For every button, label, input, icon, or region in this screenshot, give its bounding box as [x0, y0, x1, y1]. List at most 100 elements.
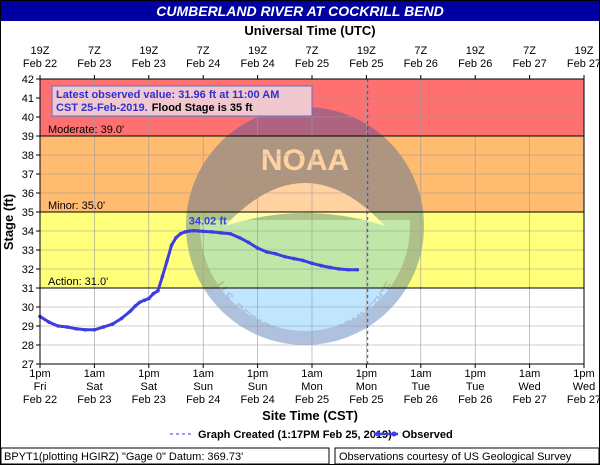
bottom-tick-label: Mon	[356, 381, 377, 393]
observed-point	[74, 327, 79, 331]
latest-value-box-bg	[51, 85, 313, 117]
observed-point	[119, 316, 124, 321]
y-tick-label: 34	[22, 226, 34, 238]
observed-point	[246, 240, 251, 245]
bottom-tick-label: 1pm	[464, 368, 485, 380]
title-bar	[1, 1, 599, 21]
top-tick-label: Feb 23	[77, 58, 111, 70]
y-tick-label: 27	[22, 359, 34, 371]
top-tick-label: Feb 25	[295, 58, 329, 70]
top-tick-label: 19Z	[357, 45, 376, 57]
top-tick-label: 19Z	[248, 45, 267, 57]
bottom-tick-label: Feb 26	[458, 394, 492, 406]
observed-point	[319, 263, 323, 268]
observed-point	[47, 320, 51, 325]
footer-credit-text: Observations courtesy of US Geological S…	[339, 451, 572, 463]
observed-point	[165, 259, 169, 264]
top-tick-label: 7Z	[523, 45, 536, 57]
y-axis-title: Stage (ft)	[1, 194, 16, 250]
observed-point	[219, 231, 224, 235]
bottom-tick-label: Sun	[248, 381, 268, 393]
bottom-tick-label: Wed	[573, 381, 595, 393]
bottom-tick-label: Feb 27	[567, 394, 600, 406]
observed-point	[255, 246, 260, 250]
bottom-tick-label: Fri	[34, 381, 47, 393]
y-tick-label: 28	[22, 340, 34, 352]
top-axis-title: Universal Time (UTC)	[244, 23, 375, 38]
bottom-tick-label: Sat	[86, 381, 103, 393]
y-tick-label: 29	[22, 321, 34, 333]
top-tick-label: 7Z	[306, 45, 319, 57]
legend: Graph Created (1:17PM Feb 25, 2019) Obse…	[170, 429, 453, 441]
bottom-tick-label: Feb 25	[295, 394, 329, 406]
bottom-tick-label: Tue	[466, 381, 485, 393]
top-tick-label: 19Z	[139, 45, 158, 57]
y-tick-label: 35	[22, 207, 34, 219]
legend-observed-dot	[391, 431, 397, 437]
peak-annotation: 34.02 ft	[189, 216, 227, 228]
bottom-tick-label: Tue	[412, 381, 431, 393]
y-tick-label: 38	[22, 150, 34, 162]
bottom-tick-label: Feb 23	[77, 394, 111, 406]
observed-point	[128, 309, 133, 313]
y-tick-label: 30	[22, 302, 34, 314]
bottom-tick-label: Feb 25	[349, 394, 383, 406]
top-tick-label: Feb 22	[23, 58, 57, 70]
bottom-tick-label: Mon	[301, 381, 322, 393]
observed-point	[183, 230, 187, 234]
observed-point	[337, 267, 342, 271]
bottom-tick-label: 1pm	[356, 368, 377, 380]
observed-point	[210, 230, 215, 234]
bottom-tick-label: Feb 24	[240, 394, 274, 406]
observed-point	[169, 243, 174, 248]
top-tick-label: Feb 26	[404, 58, 438, 70]
observed-point	[133, 304, 137, 308]
latest-value-line1: Latest observed value: 31.96 ft at 11:00…	[56, 89, 279, 101]
bottom-tick-label: Sun	[193, 381, 213, 393]
y-tick-label: 36	[22, 188, 34, 200]
observed-point	[178, 232, 183, 236]
top-tick-label: 19Z	[466, 45, 485, 57]
category-label-minor: Minor: 35.0'	[48, 200, 105, 212]
observed-point	[92, 328, 97, 332]
observed-point	[292, 256, 296, 261]
flood-stage-note: Flood Stage is 35 ft	[152, 102, 253, 114]
bottom-tick-label: 1pm	[573, 368, 594, 380]
observed-point	[355, 267, 360, 272]
legend-observed-label: Observed	[402, 429, 453, 441]
observed-point	[310, 261, 314, 266]
legend-created-label: Graph Created (1:17PM Feb 25, 2019)	[198, 429, 392, 441]
observed-point	[264, 250, 269, 254]
bottom-tick-label: 1pm	[138, 368, 159, 380]
y-tick-label: 32	[22, 264, 34, 276]
top-tick-label: 7Z	[88, 45, 101, 57]
y-tick-label: 37	[22, 169, 34, 181]
bottom-tick-label: 1pm	[29, 368, 50, 380]
y-tick-label: 39	[22, 131, 34, 143]
y-tick-label: 31	[22, 283, 34, 295]
top-tick-label: Feb 26	[458, 58, 492, 70]
top-tick-label: Feb 25	[349, 58, 383, 70]
top-tick-label: Feb 24	[186, 58, 220, 70]
y-tick-label: 41	[22, 93, 34, 105]
y-axis-ticks: 27 28 29 30 31 32 33 34 35 36 37 38 39 40 41 42	[22, 74, 40, 371]
top-tick-label: Feb 27	[512, 58, 546, 70]
observed-point	[101, 325, 106, 329]
observed-point	[83, 328, 88, 332]
bottom-tick-label: Wed	[518, 381, 540, 393]
bottom-tick-label: 1am	[301, 368, 322, 380]
observed-point	[147, 296, 151, 301]
observed-point	[301, 258, 305, 263]
top-tick-label: 19Z	[31, 45, 50, 57]
bottom-tick-label: Feb 22	[23, 394, 57, 406]
bottom-tick-label: Feb 24	[186, 394, 220, 406]
legend-observed-dot	[375, 431, 381, 437]
bottom-tick-label: 1am	[519, 368, 540, 380]
observed-point	[192, 228, 196, 233]
flood-category-labels: Moderate: 39.0' Minor: 35.0' Action: 31.0'	[48, 124, 124, 288]
observed-point	[160, 274, 165, 279]
peak-label: 34.02 ft	[189, 216, 227, 228]
